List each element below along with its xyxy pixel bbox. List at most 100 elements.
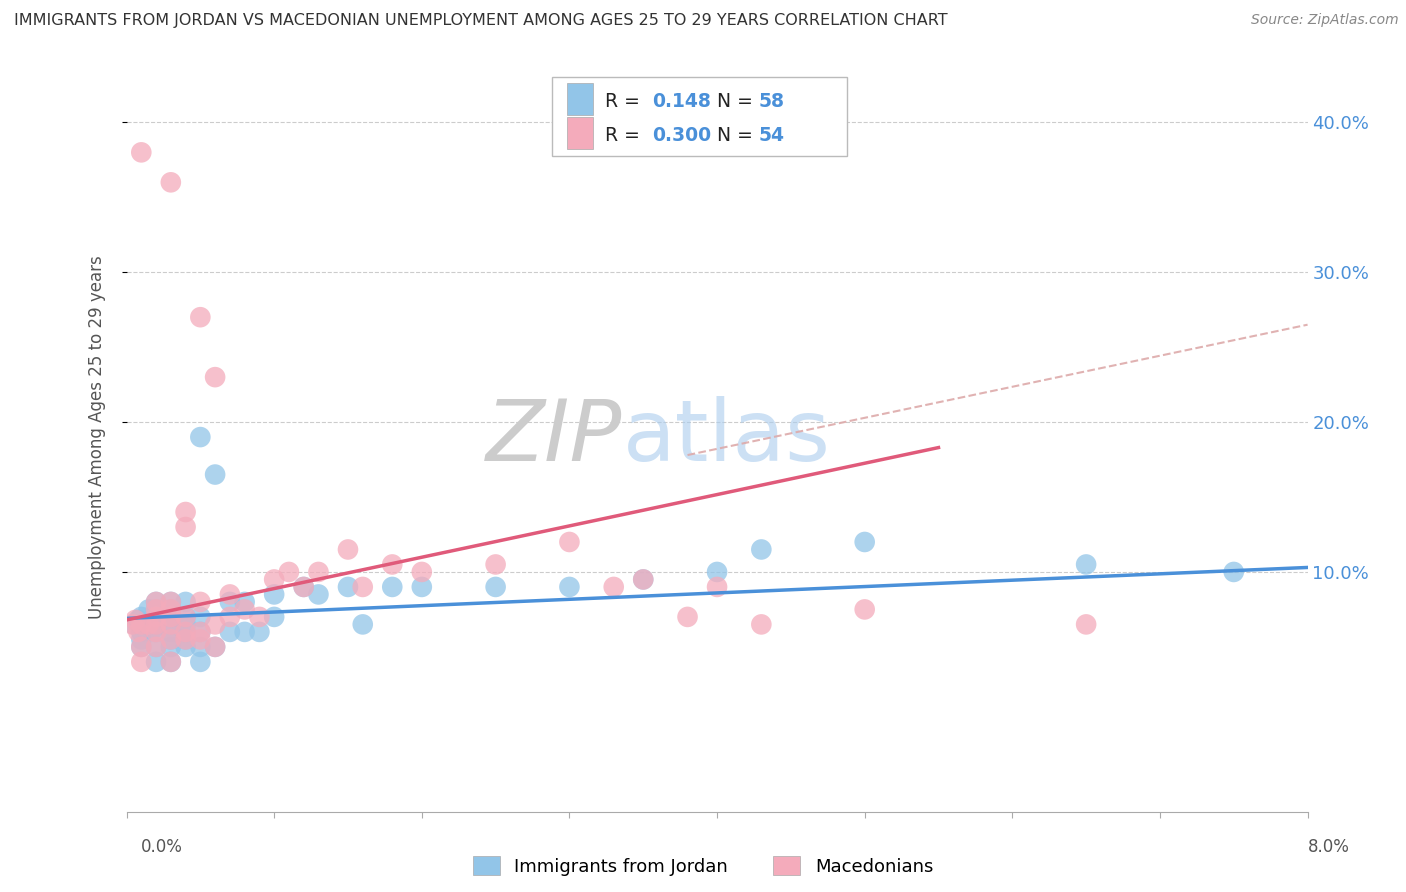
Y-axis label: Unemployment Among Ages 25 to 29 years: Unemployment Among Ages 25 to 29 years: [87, 255, 105, 619]
Point: [145, 640, 167, 654]
Point: [352, 617, 374, 632]
Point: [160, 632, 183, 647]
Point: [138, 602, 160, 616]
Point: [188, 640, 212, 654]
Point: [145, 617, 167, 632]
Point: [174, 624, 197, 639]
Point: [381, 558, 404, 572]
Point: [352, 580, 374, 594]
Point: [174, 610, 197, 624]
Point: [558, 580, 581, 594]
Point: [263, 573, 285, 587]
Point: [129, 640, 153, 654]
Point: [188, 610, 212, 624]
Point: [160, 655, 183, 669]
Point: [188, 310, 212, 325]
Point: [145, 610, 167, 624]
Point: [249, 610, 271, 624]
Point: [121, 617, 143, 632]
Point: [633, 573, 655, 587]
Point: [381, 580, 404, 594]
Point: [188, 624, 212, 639]
Point: [204, 370, 226, 384]
Point: [249, 624, 271, 639]
Point: [307, 587, 329, 601]
Point: [145, 602, 167, 616]
Point: [160, 617, 183, 632]
Point: [484, 580, 508, 594]
Point: [174, 505, 197, 519]
Point: [174, 640, 197, 654]
Point: [204, 640, 226, 654]
Text: 0.300: 0.300: [652, 126, 711, 145]
Point: [145, 595, 167, 609]
Point: [278, 565, 301, 579]
FancyBboxPatch shape: [567, 84, 593, 115]
FancyBboxPatch shape: [567, 117, 593, 149]
Point: [411, 580, 433, 594]
Point: [129, 632, 153, 647]
Point: [337, 542, 360, 557]
Point: [1076, 558, 1098, 572]
Point: [706, 580, 728, 594]
FancyBboxPatch shape: [551, 78, 846, 156]
Point: [160, 602, 183, 616]
Point: [219, 624, 242, 639]
Text: 8.0%: 8.0%: [1308, 838, 1350, 855]
Text: IMMIGRANTS FROM JORDAN VS MACEDONIAN UNEMPLOYMENT AMONG AGES 25 TO 29 YEARS CORR: IMMIGRANTS FROM JORDAN VS MACEDONIAN UNE…: [14, 13, 948, 29]
Point: [188, 624, 212, 639]
Point: [603, 580, 626, 594]
Point: [484, 558, 508, 572]
Point: [1223, 565, 1246, 579]
Point: [188, 595, 212, 609]
Point: [174, 624, 197, 639]
Text: Source: ZipAtlas.com: Source: ZipAtlas.com: [1251, 13, 1399, 28]
Point: [160, 632, 183, 647]
Point: [145, 617, 167, 632]
Point: [204, 467, 226, 482]
Point: [219, 595, 242, 609]
Point: [129, 624, 153, 639]
Point: [160, 175, 183, 189]
Legend: Immigrants from Jordan, Macedonians: Immigrants from Jordan, Macedonians: [465, 849, 941, 883]
Point: [174, 520, 197, 534]
Point: [145, 595, 167, 609]
Point: [204, 640, 226, 654]
Point: [160, 624, 183, 639]
Text: 58: 58: [758, 92, 785, 111]
Point: [129, 610, 153, 624]
Point: [160, 595, 183, 609]
Point: [145, 624, 167, 639]
Point: [174, 632, 197, 647]
Text: N =: N =: [717, 126, 759, 145]
Point: [292, 580, 315, 594]
Point: [129, 617, 153, 632]
Point: [337, 580, 360, 594]
Point: [307, 565, 329, 579]
Point: [174, 632, 197, 647]
Point: [160, 655, 183, 669]
Text: 0.0%: 0.0%: [141, 838, 183, 855]
Point: [174, 595, 197, 609]
Point: [751, 542, 773, 557]
Point: [160, 610, 183, 624]
Point: [174, 617, 197, 632]
Text: N =: N =: [717, 92, 759, 111]
Point: [188, 632, 212, 647]
Point: [122, 617, 145, 632]
Point: [219, 587, 242, 601]
Point: [263, 610, 285, 624]
Point: [138, 617, 160, 632]
Point: [188, 655, 212, 669]
Text: atlas: atlas: [623, 395, 831, 479]
Point: [124, 613, 146, 627]
Point: [853, 535, 876, 549]
Text: 0.148: 0.148: [652, 92, 711, 111]
Point: [233, 624, 256, 639]
Text: R =: R =: [605, 92, 645, 111]
Point: [853, 602, 876, 616]
Point: [129, 640, 153, 654]
Point: [145, 640, 167, 654]
Point: [145, 602, 167, 616]
Point: [160, 595, 183, 609]
